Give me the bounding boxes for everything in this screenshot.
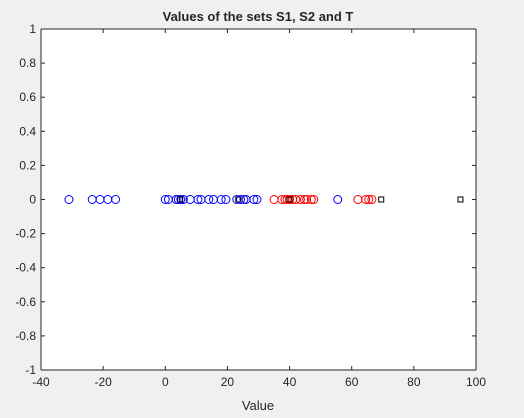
data-point-circle [204, 195, 214, 204]
data-point-circle [216, 195, 226, 204]
data-point-circle [295, 195, 305, 204]
data-point-circle [282, 195, 292, 204]
y-tick-label: 0 [29, 193, 36, 207]
data-point-circle [285, 195, 295, 204]
y-tick-label: -1 [25, 363, 36, 377]
data-point-circle [302, 195, 312, 204]
x-tick-label: -20 [94, 375, 112, 389]
x-tick-label: 20 [221, 375, 235, 389]
data-point-circle [299, 195, 309, 204]
chart-title: Values of the sets S1, S2 and T [163, 9, 354, 24]
y-tick-label: -0.6 [15, 295, 36, 309]
data-point-circle [193, 195, 203, 204]
y-tick-label: 0.8 [19, 56, 36, 70]
y-tick-label: 1 [29, 22, 36, 36]
data-point-square [457, 196, 464, 203]
x-tick-label: 80 [407, 375, 421, 389]
x-tick-label: 100 [466, 375, 486, 389]
x-tick-label: 40 [283, 375, 297, 389]
data-point-circle [171, 195, 181, 204]
y-tick-label: 0.2 [19, 158, 36, 172]
y-tick-label: 0.4 [19, 124, 36, 138]
y-tick-label: 0.6 [19, 90, 36, 104]
data-marks [64, 195, 464, 204]
x-tick-label: 0 [162, 375, 169, 389]
data-point-circle [306, 195, 316, 204]
data-point-square [235, 196, 242, 203]
data-point-circle [160, 195, 170, 204]
x-tick-label: 60 [345, 375, 359, 389]
plot-area [41, 29, 476, 370]
data-point-circle [64, 195, 74, 204]
data-point-square [177, 196, 184, 203]
x-axis-label: Value [242, 398, 274, 413]
data-point-circle [221, 195, 231, 204]
data-point-circle [309, 195, 319, 204]
y-tick-label: -0.8 [15, 329, 36, 343]
data-point-circle [249, 195, 259, 204]
data-point-circle [333, 195, 343, 204]
data-point-circle [361, 195, 371, 204]
data-point-square [378, 196, 385, 203]
x-tick-label: -40 [32, 375, 50, 389]
data-point-circle [111, 195, 121, 204]
data-point-circle [235, 195, 245, 204]
y-tick-label: -0.4 [15, 261, 36, 275]
data-point-circle [252, 195, 262, 204]
data-point-square [286, 196, 293, 203]
data-point-circle [176, 195, 186, 204]
data-point-circle [178, 195, 188, 204]
data-point-circle [367, 195, 377, 204]
data-point-circle [239, 195, 249, 204]
axes: -40 -20 0 20 40 60 80 100 -1 -0.8 -0.6 -0.4 -0.2 0 0.2… [15, 22, 486, 389]
y-tick-label: -0.2 [15, 227, 36, 241]
data-point-circle [364, 195, 374, 204]
